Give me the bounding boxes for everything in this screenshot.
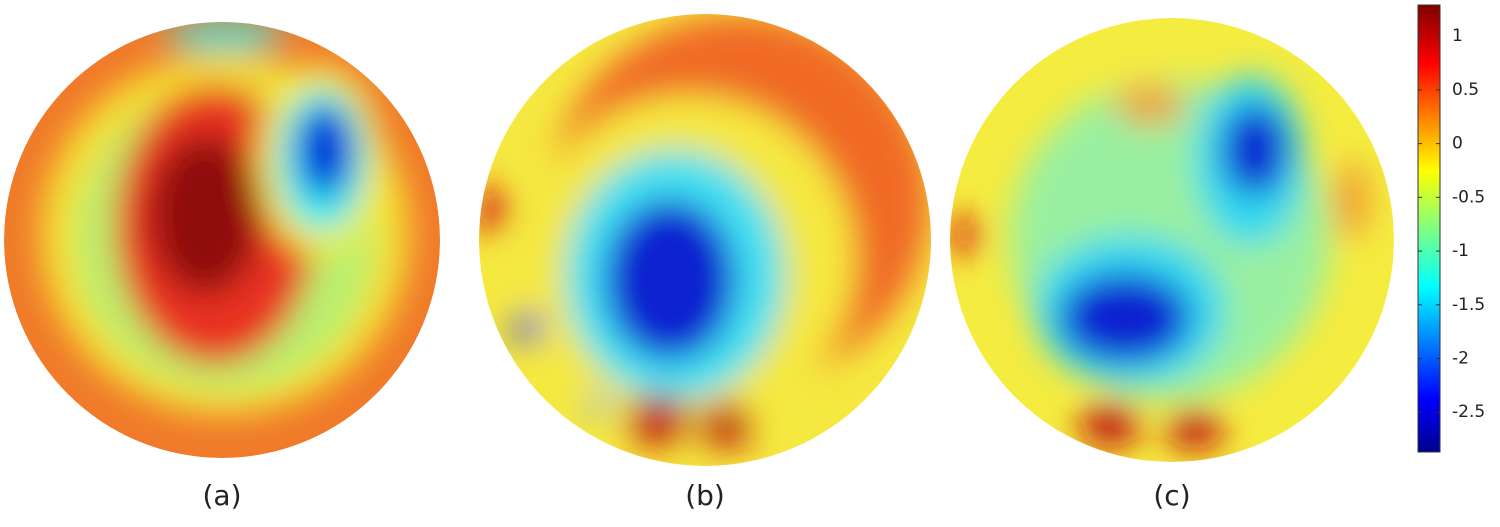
panel-b-map xyxy=(479,14,931,466)
colorbar-tick-label: 0.5 xyxy=(1452,80,1479,100)
panel-a-map xyxy=(4,22,440,458)
panel-c-map xyxy=(950,18,1394,462)
panel-labels: (a) (b) (c) xyxy=(202,479,1190,512)
panel-label: (c) xyxy=(1153,479,1190,512)
colorbar-tick-label: -0.5 xyxy=(1452,187,1485,207)
colorbar-tick-label: -2.5 xyxy=(1452,402,1485,422)
panel-label: (b) xyxy=(685,479,725,512)
colorbar-tick-label: -1 xyxy=(1452,241,1469,261)
colorbar xyxy=(1417,4,1441,453)
colorbar-tick-label: 1 xyxy=(1452,26,1463,46)
colorbar-tick-label: 0 xyxy=(1452,134,1463,154)
panel-label: (a) xyxy=(202,479,241,512)
colorbar-tick-label: -1.5 xyxy=(1452,295,1485,315)
colorbar-tick-label: -2 xyxy=(1452,349,1469,369)
colorbar-ticks: 1 0.5 0 -0.5 -1 -1.5 -2 -2.5 xyxy=(1418,26,1485,422)
